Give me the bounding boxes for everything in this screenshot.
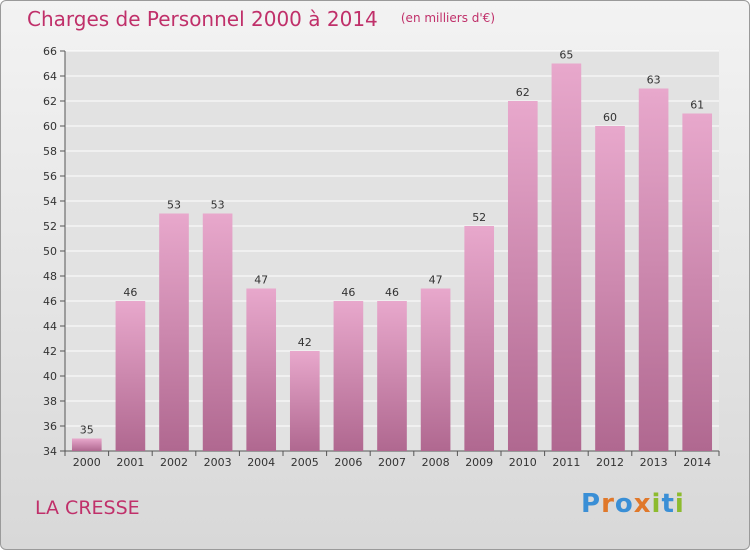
bar-2012[interactable] <box>595 126 625 451</box>
y-tick-label: 54 <box>43 195 57 208</box>
chart-title: Charges de Personnel 2000 à 2014 <box>27 7 378 31</box>
x-tick-label-2002: 2002 <box>160 456 188 469</box>
y-tick-label: 48 <box>43 270 57 283</box>
y-tick-label: 38 <box>43 395 57 408</box>
bar-2009[interactable] <box>464 226 495 451</box>
chart-unit: (en milliers d'€) <box>400 11 495 25</box>
bar-2011[interactable] <box>551 63 582 452</box>
y-tick-label: 52 <box>43 220 57 233</box>
y-tick-label: 60 <box>43 120 57 133</box>
y-tick-label: 36 <box>43 420 57 433</box>
y-tick-label: 42 <box>43 345 57 358</box>
data-label-2011: 65 <box>559 49 573 62</box>
y-tick-label: 34 <box>43 445 57 458</box>
data-label-2008: 47 <box>429 274 443 287</box>
x-tick-label-2004: 2004 <box>247 456 275 469</box>
x-tick-label-2007: 2007 <box>378 456 406 469</box>
commune-name: LA CRESSE <box>35 497 140 519</box>
x-tick-label-2003: 2003 <box>204 456 232 469</box>
x-tick-label-2012: 2012 <box>596 456 624 469</box>
x-tick-label-2013: 2013 <box>640 456 668 469</box>
data-label-2006: 46 <box>341 286 355 299</box>
x-tick-label-2006: 2006 <box>334 456 362 469</box>
y-tick-label: 62 <box>43 95 57 108</box>
bar-2010[interactable] <box>507 101 538 451</box>
y-tick-label: 46 <box>43 295 57 308</box>
bar-2000[interactable] <box>71 438 102 452</box>
x-tick-label-2005: 2005 <box>291 456 319 469</box>
proxiti-logo[interactable]: Proxiti <box>581 489 685 519</box>
data-label-2000: 35 <box>80 424 94 437</box>
x-tick-label-2010: 2010 <box>509 456 537 469</box>
chart-title-row: Charges de Personnel 2000 à 2014 (en mil… <box>27 7 495 31</box>
bar-2007[interactable] <box>377 301 407 451</box>
x-tick-label-2000: 2000 <box>73 456 101 469</box>
data-label-2012: 60 <box>603 111 617 124</box>
data-label-2001: 46 <box>123 286 137 299</box>
data-label-2010: 62 <box>516 86 530 99</box>
y-tick-label: 50 <box>43 245 57 258</box>
data-label-2005: 42 <box>298 336 312 349</box>
y-tick-label: 64 <box>43 70 57 83</box>
y-tick-label: 56 <box>43 170 57 183</box>
x-tick-label-2014: 2014 <box>683 456 711 469</box>
x-tick-label-2009: 2009 <box>465 456 493 469</box>
bar-2014[interactable] <box>682 113 713 452</box>
y-tick-label: 58 <box>43 145 57 158</box>
data-label-2013: 63 <box>647 74 661 87</box>
bar-2006[interactable] <box>333 301 364 451</box>
data-label-2007: 46 <box>385 286 399 299</box>
y-tick-label: 40 <box>43 370 57 383</box>
bar-2008[interactable] <box>420 288 451 452</box>
data-label-2009: 52 <box>472 211 486 224</box>
bar-2004[interactable] <box>246 288 277 452</box>
data-label-2003: 53 <box>211 199 225 212</box>
x-tick-label-2011: 2011 <box>552 456 580 469</box>
x-tick-label-2001: 2001 <box>116 456 144 469</box>
data-label-2004: 47 <box>254 274 268 287</box>
y-tick-label: 66 <box>43 45 57 58</box>
bar-2001[interactable] <box>115 301 146 451</box>
data-label-2014: 61 <box>690 99 704 112</box>
data-label-2002: 53 <box>167 199 181 212</box>
bar-2013[interactable] <box>638 88 669 452</box>
bar-2002[interactable] <box>159 213 189 452</box>
y-tick-label: 44 <box>43 320 57 333</box>
x-tick-label-2008: 2008 <box>422 456 450 469</box>
bar-2003[interactable] <box>202 213 233 452</box>
bar-2005[interactable] <box>289 351 320 451</box>
